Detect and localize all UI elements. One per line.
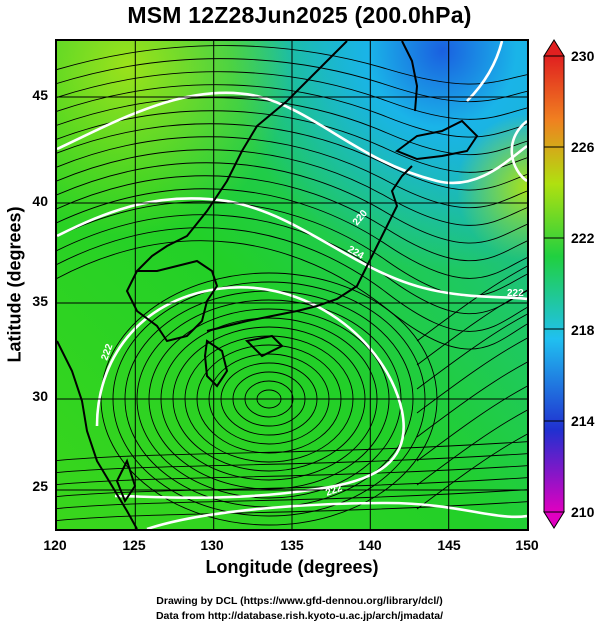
colorbar-tick-label: 218 [571,322,595,338]
y-tick-label: 40 [32,193,48,209]
coastlines [57,41,479,529]
x-tick-label: 150 [515,537,539,553]
colorbar-tick-label: 214 [571,413,595,429]
contours [57,41,527,529]
coastline-sakhalin [401,41,419,112]
x-tick-label: 125 [122,537,146,553]
colorbar-tick-marks [544,146,564,422]
map-plot-area: 220 222 224 222 222 [55,39,529,531]
streamline [57,175,527,262]
grid-lines [57,41,527,529]
colorbar-gradient [543,55,565,513]
credit-drawing: Drawing by DCL (https://www.gfd-dennou.o… [156,595,443,607]
coastline-mainland [136,41,348,272]
colorbar-max-arrow [543,39,565,57]
map-title: MSM 12Z28Jun2025 (200.0hPa) [127,2,472,28]
y-tick-label: 35 [32,293,48,309]
streamline [57,162,527,244]
streamline [57,489,527,510]
streamline [57,97,527,156]
streamline [416,289,527,366]
y-tick-label: 30 [32,388,48,404]
streamline [57,227,527,332]
streamline [57,240,527,350]
streamline [416,385,527,462]
streamline [57,71,527,120]
coastline-korea [125,259,219,343]
contour-line [57,91,527,185]
streamline [416,313,527,390]
contour-line [57,197,527,301]
y-axis-label: Latitude (degrees) [4,206,25,363]
streamline [416,361,527,438]
contour-line [466,41,504,102]
y-tick-label: 25 [32,478,48,494]
x-tick-label: 130 [200,537,224,553]
streamline [57,465,527,486]
streamline [57,214,527,315]
streamline [57,441,527,462]
colorbar-tick-label: 230 [571,48,595,64]
streamline [57,477,527,498]
coastline-shikoku [244,334,284,358]
streamline [57,123,527,191]
colorbar-min-arrow [543,511,565,529]
colorbar-tick-label: 210 [571,504,595,520]
contour-line [510,119,527,183]
credit-data: Data from http://database.rish.kyoto-u.a… [155,610,444,622]
x-tick-label: 135 [280,537,304,553]
x-tick-label: 140 [358,537,382,553]
streamline [57,188,527,279]
streamline [416,433,527,510]
streamline [57,453,527,474]
streamline [57,149,527,226]
coastline-kyushu [203,339,229,388]
coastline-hokkaido [394,119,479,161]
coastline-china [57,340,138,529]
x-tick-label: 145 [437,537,461,553]
streamline [416,409,527,486]
streamline [416,337,527,414]
colorbar-tick-label: 226 [571,139,595,155]
contour-line [146,501,527,529]
colorbar-tick-label: 222 [571,230,595,246]
x-axis-label: Longitude (degrees) [205,557,379,577]
streamline [57,201,527,297]
y-tick-label: 45 [32,87,48,103]
streamline [57,58,527,103]
contour-label: 222 [507,288,524,299]
map-svg: 220 222 224 222 222 [57,41,527,529]
coastline-honshu [206,165,413,332]
streamline [57,84,527,138]
streamline [57,45,527,85]
x-tick-label: 120 [43,537,67,553]
colorbar [543,39,565,529]
